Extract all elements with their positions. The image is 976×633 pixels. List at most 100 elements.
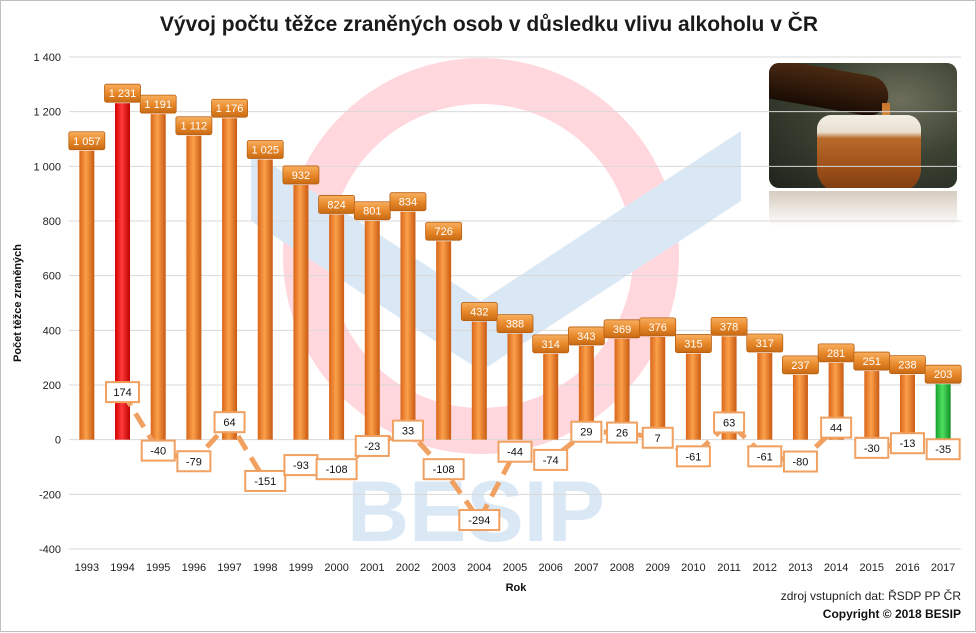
bar-label-box (104, 83, 141, 103)
bar (222, 118, 238, 440)
beer-glass-shape (817, 115, 921, 188)
bar (186, 135, 202, 440)
change-label-box (606, 421, 639, 444)
bar-label-text: 1 025 (251, 145, 279, 157)
x-tick-label: 1998 (253, 562, 277, 574)
bar-label: 1 176 (211, 98, 248, 118)
bar-label-box (139, 94, 177, 114)
change-label-text: 44 (830, 423, 842, 435)
change-label: 7 (641, 426, 674, 449)
change-label-box (747, 445, 783, 468)
change-label: -151 (244, 469, 287, 492)
change-label-box (391, 419, 424, 442)
bar-label-box (675, 334, 712, 353)
bar-label: 1 191 (139, 94, 177, 114)
y-axis-ticks: -400 -200 0 200 400 600 800 1 000 1 200 1 400 (33, 52, 61, 556)
bar (400, 211, 416, 440)
change-label-box (140, 439, 176, 462)
change-label-box (176, 450, 212, 473)
bar-label-text: 203 (934, 369, 952, 381)
bar-label: 1 057 (68, 131, 106, 151)
x-tick-label: 2002 (396, 562, 420, 574)
x-tick-label: 2007 (574, 562, 598, 574)
bar-label: 378 (710, 316, 748, 336)
bar (115, 103, 131, 440)
bar-label: 388 (496, 314, 534, 334)
change-label-text: -44 (507, 447, 523, 459)
change-label-box (213, 411, 246, 434)
change-label-text: 64 (223, 417, 235, 429)
change-label-box (244, 469, 287, 492)
bar (650, 336, 666, 440)
change-label-box (713, 411, 746, 434)
bar-label-box (68, 131, 106, 151)
change-label-text: -93 (293, 460, 309, 472)
bar-label-box (889, 355, 926, 375)
change-label-text: 33 (402, 426, 414, 438)
bar-label: 726 (425, 221, 463, 241)
change-label-text: 26 (616, 428, 628, 440)
x-tick-label: 2008 (610, 562, 634, 574)
bar-label-text: 238 (898, 360, 916, 372)
bar-label-text: 281 (827, 348, 845, 360)
change-label: -35 (925, 438, 961, 461)
change-label-text: 63 (723, 417, 735, 429)
change-label: -61 (675, 445, 711, 468)
y-tick-label: 600 (43, 271, 61, 283)
bar-label-text: 432 (470, 307, 488, 319)
x-tick-label: 2001 (360, 562, 384, 574)
bar (899, 374, 915, 440)
bar-label: 834 (389, 192, 427, 212)
bar-label-box (353, 201, 391, 221)
bar (329, 214, 345, 440)
bar-label-text: 834 (399, 197, 417, 209)
change-label-box (497, 440, 533, 463)
x-tick-label: 1997 (217, 562, 241, 574)
bar-label: 432 (460, 302, 498, 321)
change-label: -44 (497, 440, 533, 463)
bar-label-box (782, 355, 819, 375)
bar-label-box (175, 116, 213, 136)
bar-label-box (460, 302, 498, 321)
bar (757, 353, 773, 440)
bar-label-text: 315 (684, 339, 702, 351)
change-label-box (925, 438, 961, 461)
change-label-text: -30 (864, 443, 880, 455)
x-tick-label: 2012 (753, 562, 777, 574)
change-label-text: -13 (900, 438, 916, 450)
bar-label: 1 112 (175, 116, 213, 136)
change-label-text: -23 (364, 441, 380, 453)
bar-label: 801 (353, 201, 391, 221)
change-label: 174 (105, 381, 141, 404)
bar-label-text: 343 (577, 331, 595, 343)
x-tick-label: 2003 (431, 562, 455, 574)
bar (471, 321, 487, 440)
bar-label-text: 1 057 (73, 136, 101, 148)
change-label: 26 (606, 421, 639, 444)
change-label: -40 (140, 439, 176, 462)
bar-label-text: 376 (649, 322, 667, 334)
bar-label-text: 369 (613, 324, 631, 336)
change-label-text: -108 (326, 464, 348, 476)
bar (507, 333, 523, 440)
y-tick-label: 400 (43, 325, 61, 337)
change-label: -108 (422, 458, 465, 481)
bar (257, 159, 273, 440)
x-tick-label: 2017 (931, 562, 955, 574)
bar-label-box (425, 221, 463, 241)
bar-label: 203 (924, 364, 962, 384)
change-label-box (422, 458, 465, 481)
change-label-text: -294 (468, 515, 490, 527)
bar-label-text: 726 (434, 226, 452, 238)
change-label: -294 (458, 509, 501, 532)
bar-label-text: 388 (506, 319, 524, 331)
change-label-text: -80 (792, 457, 808, 469)
change-label-text: -151 (254, 476, 276, 488)
bar-label-text: 1 112 (181, 121, 208, 133)
y-tick-label: 800 (43, 216, 61, 228)
bar-label: 1 231 (104, 83, 141, 103)
copyright-note: Copyright © 2018 BESIP (822, 607, 961, 621)
bar-label-text: 251 (863, 356, 881, 368)
bar-label-text: 237 (791, 360, 809, 372)
x-tick-label: 2014 (824, 562, 848, 574)
